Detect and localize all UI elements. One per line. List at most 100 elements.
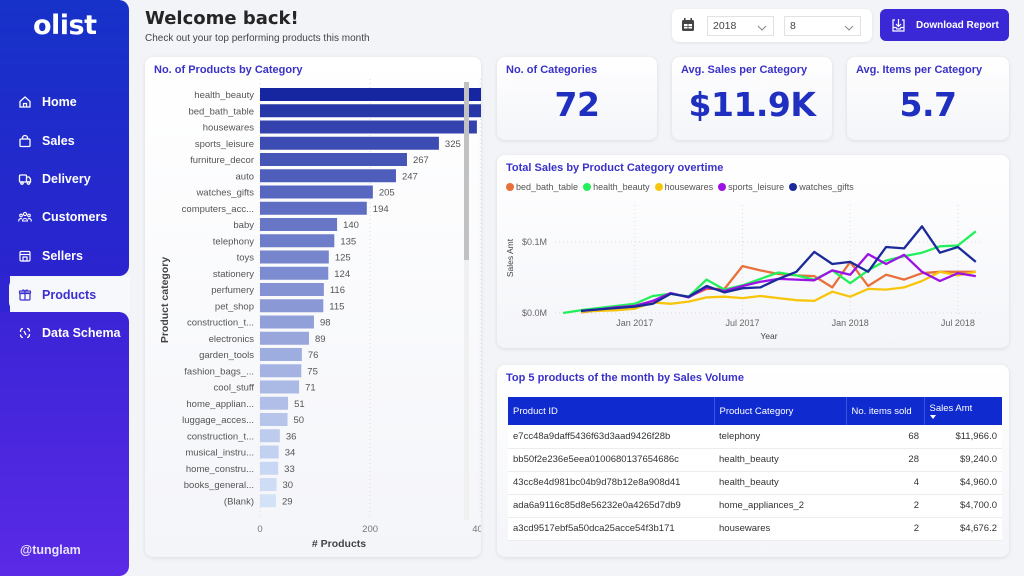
items-sold-cell: 2 [846, 517, 924, 541]
bar-value-label: 125 [335, 253, 351, 264]
category-label: computers_acc... [182, 204, 254, 215]
bar[interactable] [260, 429, 280, 443]
bar[interactable] [260, 364, 302, 378]
product-id-cell: 43cc8e4d981bc04b9d78b12e8a908d41 [508, 471, 714, 495]
top-products-card: Top 5 products of the month by Sales Vol… [497, 365, 1009, 557]
bar-value-label: 116 [330, 285, 345, 296]
bar-value-label: 71 [305, 383, 316, 394]
bar[interactable] [260, 445, 279, 459]
table-row[interactable]: 43cc8e4d981bc04b9d78b12e8a908d41 health_b… [508, 471, 1002, 495]
table-row[interactable]: e7cc48a9daff5436f63d3aad9426f28b telephon… [508, 425, 1002, 449]
legend-item[interactable]: bed_bath_table [506, 182, 578, 192]
legend-item[interactable]: housewares [654, 182, 713, 192]
product-category-cell: telephony [714, 425, 846, 449]
bar[interactable] [260, 250, 329, 264]
bar-value-label: 98 [320, 318, 331, 329]
sidebar-item-data-schema[interactable]: Data Schema [18, 321, 121, 345]
bar-value-label: 267 [413, 155, 429, 166]
bar-chart-scrollbar[interactable] [464, 82, 469, 260]
bar[interactable] [260, 169, 396, 183]
bar-value-label: 34 [285, 448, 296, 459]
table-title: Top 5 products of the month by Sales Vol… [506, 372, 744, 384]
table-row[interactable]: bb50f2e236e5eea0100680137654686c health_b… [508, 448, 1002, 472]
line-chart-title: Total Sales by Product Category overtime [506, 162, 724, 174]
sidebar-item-products[interactable]: Products [18, 283, 96, 307]
bar[interactable] [260, 201, 367, 215]
bar-value-label: 30 [283, 480, 294, 491]
download-report-label: Download Report [916, 19, 999, 31]
category-label: toys [237, 253, 255, 264]
sidebar-item-sellers[interactable]: Sellers [18, 244, 83, 268]
sidebar-item-label: Sales [42, 134, 75, 148]
sidebar-item-label: Home [42, 95, 77, 109]
bar[interactable] [260, 331, 309, 345]
bar[interactable] [260, 120, 477, 134]
bar[interactable] [260, 413, 288, 426]
bar[interactable] [260, 88, 481, 101]
bar[interactable] [260, 153, 407, 166]
bar-value-label: 325 [445, 139, 461, 150]
sidebar-item-delivery[interactable]: Delivery [18, 167, 91, 191]
bar[interactable] [260, 234, 335, 248]
y-tick-label: $0.1M [522, 237, 547, 247]
y-tick-label: $0.0M [522, 308, 547, 318]
legend-item[interactable]: health_beauty [583, 182, 650, 192]
legend-dot-icon [506, 183, 514, 191]
column-header-product-id[interactable]: Product ID [508, 397, 715, 425]
month-select[interactable]: 8 [784, 16, 861, 36]
column-header-sales-amt[interactable]: Sales Amt [924, 397, 1002, 425]
sidebar-item-label: Products [42, 288, 97, 302]
bar[interactable] [260, 396, 289, 410]
items-sold-cell: 28 [846, 448, 924, 472]
bar[interactable] [260, 136, 439, 150]
table-row[interactable]: ada6a9116c85d8e56232e0a4265d7db9 home_app… [508, 494, 1002, 518]
sidebar-item-home[interactable]: Home [18, 90, 77, 114]
legend-label: health_beauty [593, 182, 650, 192]
year-select[interactable]: 2018 [707, 16, 774, 36]
items-sold-cell: 4 [846, 471, 924, 495]
bar[interactable] [260, 104, 481, 118]
column-header-items-sold[interactable]: No. items sold [846, 397, 925, 425]
bar[interactable] [260, 315, 314, 329]
bar[interactable] [260, 299, 324, 313]
sidebar-item-customers[interactable]: Customers [18, 205, 107, 229]
sidebar-item-sales[interactable]: Sales [18, 129, 75, 153]
bar[interactable] [260, 266, 329, 280]
legend-label: watches_gifts [799, 182, 854, 192]
sales-amt-cell: $11,966.0 [924, 425, 1002, 449]
page-title: Welcome back! [145, 8, 299, 29]
x-tick-label: Jan 2017 [616, 318, 653, 328]
download-icon [891, 18, 906, 33]
bar[interactable] [260, 185, 373, 199]
category-label: pet_shop [215, 301, 254, 312]
bar-value-label: 135 [340, 236, 356, 247]
column-header-product-category[interactable]: Product Category [714, 397, 847, 425]
sort-descending-icon [929, 415, 936, 419]
bar[interactable] [260, 461, 279, 475]
legend-dot-icon [718, 183, 727, 191]
x-tick-label: Jul 2017 [725, 318, 759, 328]
sales-amt-cell: $4,960.0 [924, 471, 1002, 495]
date-filter: 2018 8 [672, 9, 872, 42]
bar[interactable] [260, 380, 300, 394]
table-row[interactable]: a3cd9517ebf5a50dca25acce54f3b171 housewar… [508, 517, 1002, 541]
bar[interactable] [260, 283, 324, 296]
legend-item[interactable]: sports_leisure [718, 182, 784, 192]
x-tick-label: Jan 2018 [832, 318, 869, 328]
column-header-label: Sales Amt [929, 403, 973, 414]
series-line-health-beauty[interactable] [562, 230, 977, 315]
bar[interactable] [260, 478, 277, 491]
download-report-button[interactable]: Download Report [880, 9, 1009, 41]
bar[interactable] [260, 494, 276, 508]
series-line-watches-gifts[interactable] [580, 225, 977, 313]
bar[interactable] [260, 348, 302, 361]
bar[interactable] [260, 218, 338, 231]
category-label: telephony [213, 236, 254, 247]
legend-item[interactable]: watches_gifts [789, 182, 854, 192]
bar-chart-scroll-track[interactable] [464, 82, 469, 520]
products-by-category-chart: 0200400health_beauty466bed_bath_table427… [159, 79, 481, 550]
sidebar-item-label: Sellers [42, 249, 84, 263]
bar-value-label: 51 [294, 399, 305, 410]
category-label: housewares [203, 123, 254, 134]
category-label: stationery [213, 269, 254, 280]
